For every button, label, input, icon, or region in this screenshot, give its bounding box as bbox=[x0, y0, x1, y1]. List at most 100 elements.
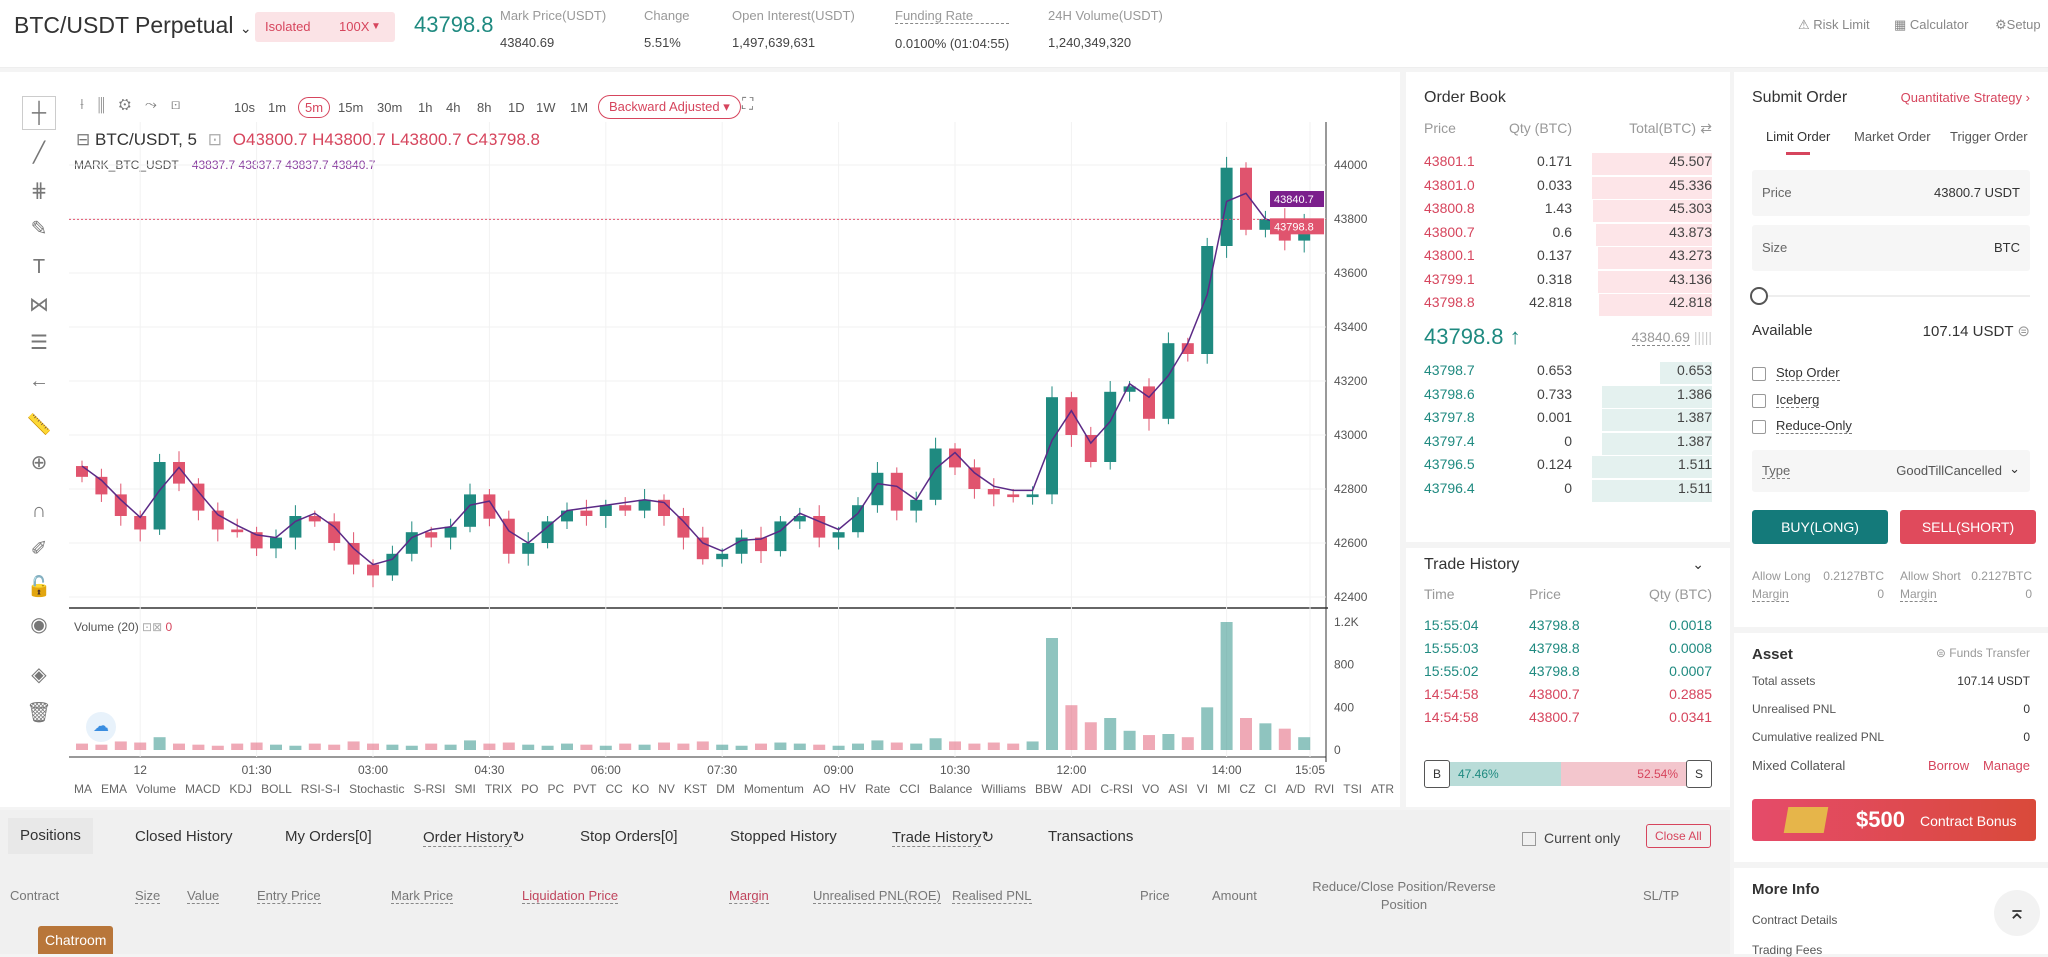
borrow-link[interactable]: Borrow bbox=[1928, 758, 1970, 773]
indicator-c-rsi[interactable]: C-RSI bbox=[1100, 782, 1134, 796]
tab-closed-history[interactable]: Closed History bbox=[135, 828, 233, 845]
indicator-smi[interactable]: SMI bbox=[454, 782, 476, 796]
ask-row[interactable]: 43801.1 0.171 45.507 bbox=[1424, 153, 1712, 175]
bid-row[interactable]: 43796.4 0 1.511 bbox=[1424, 479, 1712, 502]
bid-row[interactable]: 43797.4 0 1.387 bbox=[1424, 432, 1712, 455]
calculator-link[interactable]: ▦ Calculator bbox=[1894, 17, 1969, 32]
chatroom-button[interactable]: Chatroom bbox=[38, 926, 114, 954]
timeframe-1m[interactable]: 1m bbox=[268, 100, 287, 115]
bid-row[interactable]: 43796.5 0.124 1.511 bbox=[1424, 456, 1712, 478]
indicator-bbw[interactable]: BBW bbox=[1035, 782, 1063, 796]
indicator-cci[interactable]: CCI bbox=[899, 782, 920, 796]
eye-icon[interactable]: ◉ bbox=[30, 614, 48, 636]
indicator-a/d[interactable]: A/D bbox=[1285, 782, 1306, 796]
chevron-down-icon[interactable]: ⌄ bbox=[1692, 556, 1704, 572]
indicator-stochastic[interactable]: Stochastic bbox=[349, 782, 405, 796]
indicator-ci[interactable]: CI bbox=[1264, 782, 1277, 796]
cloud-icon[interactable]: ☁ bbox=[86, 712, 116, 742]
indicator-rsi-s-i[interactable]: RSI-S-I bbox=[300, 782, 341, 796]
ask-row[interactable]: 43801.0 0.033 45.336 bbox=[1424, 176, 1712, 199]
tab-trigger-order[interactable]: Trigger Order bbox=[1950, 129, 2028, 144]
ruler-icon[interactable]: 📏 bbox=[26, 414, 52, 436]
prediction-icon[interactable]: ☰ bbox=[30, 332, 48, 354]
ask-row[interactable]: 43799.1 0.318 43.136 bbox=[1424, 270, 1712, 293]
indicator-atr[interactable]: ATR bbox=[1370, 782, 1395, 796]
symbol-selector[interactable]: BTC/USDT Perpetual ⌄ bbox=[14, 12, 252, 39]
timeframe-1h[interactable]: 1h bbox=[418, 100, 433, 115]
timeframe-10s[interactable]: 10s bbox=[234, 100, 255, 115]
indicator-williams[interactable]: Williams bbox=[981, 782, 1027, 796]
lock-icon[interactable]: 🔓 bbox=[26, 576, 52, 598]
timeframe-8h[interactable]: 8h bbox=[477, 100, 492, 115]
magnet-icon[interactable]: ∩ bbox=[31, 500, 47, 522]
brush-icon[interactable]: ✎ bbox=[30, 218, 48, 240]
stat-funding-rate[interactable]: Funding Rate 0.0100% (01:04:55) bbox=[895, 8, 1010, 51]
indicator-vi[interactable]: VI bbox=[1196, 782, 1209, 796]
indicator-hv[interactable]: HV bbox=[839, 782, 856, 796]
tab-positions[interactable]: Positions bbox=[8, 818, 93, 854]
indicator-s-rsi[interactable]: S-RSI bbox=[413, 782, 446, 796]
price-chart[interactable]: 42400 42600 42800 43000 43200 43400 43600 43800… bbox=[0, 72, 1400, 807]
slider-handle[interactable] bbox=[1750, 287, 1768, 305]
funds-transfer-link[interactable]: ⊜ Funds Transfer bbox=[1935, 646, 2030, 660]
tab-order-history[interactable]: Order History↻ bbox=[423, 829, 525, 847]
ask-row[interactable]: 43798.8 42.818 42.818 bbox=[1424, 294, 1712, 316]
contract-details-link[interactable]: Contract Details bbox=[1752, 913, 1838, 927]
tab-stop-orders-0-[interactable]: Stop Orders[0] bbox=[580, 828, 678, 845]
indicator-kdj[interactable]: KDJ bbox=[229, 782, 253, 796]
indicator-adi[interactable]: ADI bbox=[1071, 782, 1092, 796]
indicator-vo[interactable]: VO bbox=[1142, 782, 1160, 796]
timeframe-1M[interactable]: 1M bbox=[570, 100, 589, 115]
indicator-po[interactable]: PO bbox=[521, 782, 539, 796]
timeframe-4h[interactable]: 4h bbox=[446, 100, 461, 115]
zoom-in-icon[interactable]: ⊕ bbox=[30, 452, 48, 474]
indicator-ao[interactable]: AO bbox=[812, 782, 831, 796]
indicator-cc[interactable]: CC bbox=[605, 782, 623, 796]
indicator-balance[interactable]: Balance bbox=[928, 782, 973, 796]
quantitative-strategy-link[interactable]: Quantitative Strategy › bbox=[1900, 90, 2030, 105]
price-input[interactable]: Price 43800.7 USDT bbox=[1752, 170, 2030, 216]
crosshair-icon[interactable]: ┼ bbox=[22, 96, 56, 130]
timeframe-5m[interactable]: 5m bbox=[298, 97, 331, 118]
tab-transactions[interactable]: Transactions bbox=[1048, 828, 1134, 845]
indicator-asi[interactable]: ASI bbox=[1168, 782, 1188, 796]
bid-row[interactable]: 43798.7 0.653 0.653 bbox=[1424, 362, 1712, 384]
leverage-selector[interactable]: Isolated 100X ▼ bbox=[255, 12, 395, 42]
indicator-boll[interactable]: BOLL bbox=[261, 782, 292, 796]
indicator-pc[interactable]: PC bbox=[547, 782, 565, 796]
trading-fees-link[interactable]: Trading Fees bbox=[1752, 943, 1823, 957]
setup-link[interactable]: ⚙Setup bbox=[1995, 17, 2041, 32]
indicator-ema[interactable]: EMA bbox=[101, 782, 128, 796]
indicator-momentum[interactable]: Momentum bbox=[743, 782, 804, 796]
stop-order-checkbox[interactable]: Stop Order bbox=[1752, 365, 1840, 381]
timeframe-15m[interactable]: 15m bbox=[338, 100, 364, 115]
indicator-dm[interactable]: DM bbox=[716, 782, 735, 796]
fullscreen-icon[interactable]: ⛶ bbox=[742, 96, 754, 113]
trendline-icon[interactable]: ╱ bbox=[32, 142, 46, 164]
timeframe-1D[interactable]: 1D bbox=[508, 100, 525, 115]
trash-icon[interactable]: 🗑 bbox=[26, 702, 52, 724]
indicator-cz[interactable]: CZ bbox=[1239, 782, 1256, 796]
timeframe-30m[interactable]: 30m bbox=[377, 100, 403, 115]
indicator-kst[interactable]: KST bbox=[683, 782, 708, 796]
indicator-ma[interactable]: MA bbox=[74, 782, 92, 796]
tab-market-order[interactable]: Market Order bbox=[1854, 129, 1931, 144]
reduce-only-checkbox[interactable]: Reduce-Only bbox=[1752, 418, 1852, 434]
ask-row[interactable]: 43800.1 0.137 43.273 bbox=[1424, 247, 1712, 269]
bid-row[interactable]: 43798.6 0.733 1.386 bbox=[1424, 385, 1712, 408]
type-select[interactable]: Type GoodTillCancelled ⌄ bbox=[1752, 450, 2030, 492]
ask-row[interactable]: 43800.8 1.43 45.303 bbox=[1424, 200, 1712, 222]
close-all-button[interactable]: Close All bbox=[1646, 824, 1711, 848]
sell-short-button[interactable]: SELL(SHORT) bbox=[1900, 510, 2036, 544]
pattern-icon[interactable]: ⋈ bbox=[29, 294, 49, 316]
indicator-rvi[interactable]: RVI bbox=[1314, 782, 1335, 796]
manage-link[interactable]: Manage bbox=[1983, 758, 2030, 773]
iceberg-checkbox[interactable]: Iceberg bbox=[1752, 392, 1820, 408]
indicator-volume[interactable]: Volume bbox=[136, 782, 177, 796]
indicator-rate[interactable]: Rate bbox=[864, 782, 891, 796]
ask-row[interactable]: 43800.7 0.6 43.873 bbox=[1424, 223, 1712, 246]
risk-limit-link[interactable]: ⚠ Risk Limit bbox=[1798, 17, 1870, 32]
indicator-mi[interactable]: MI bbox=[1217, 782, 1231, 796]
pencil-lock-icon[interactable]: ✐ bbox=[30, 538, 48, 560]
indicator-ko[interactable]: KO bbox=[631, 782, 650, 796]
